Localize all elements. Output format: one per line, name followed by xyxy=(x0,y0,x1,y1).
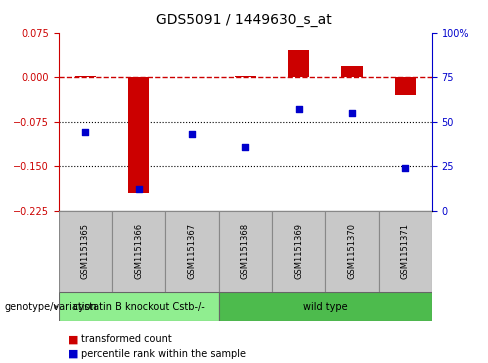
Text: GDS5091 / 1449630_s_at: GDS5091 / 1449630_s_at xyxy=(156,13,332,27)
Bar xyxy=(59,292,219,321)
Bar xyxy=(219,292,432,321)
Text: ■: ■ xyxy=(68,349,79,359)
Text: cystatin B knockout Cstb-/-: cystatin B knockout Cstb-/- xyxy=(73,302,204,312)
Text: ■: ■ xyxy=(68,334,79,344)
Point xyxy=(188,131,196,137)
Bar xyxy=(235,76,256,77)
Text: percentile rank within the sample: percentile rank within the sample xyxy=(81,349,245,359)
Text: GSM1151368: GSM1151368 xyxy=(241,223,250,280)
Text: transformed count: transformed count xyxy=(81,334,171,344)
Bar xyxy=(75,76,96,77)
Point xyxy=(241,144,249,150)
Bar xyxy=(325,211,379,292)
Text: genotype/variation: genotype/variation xyxy=(5,302,98,312)
Point xyxy=(81,129,89,135)
Text: GSM1151365: GSM1151365 xyxy=(81,223,90,280)
Bar xyxy=(112,211,165,292)
Text: GSM1151369: GSM1151369 xyxy=(294,223,303,280)
Point xyxy=(135,186,142,192)
Text: GSM1151371: GSM1151371 xyxy=(401,223,410,280)
Text: GSM1151367: GSM1151367 xyxy=(187,223,196,280)
Bar xyxy=(394,77,416,95)
Bar xyxy=(165,211,219,292)
Text: GSM1151366: GSM1151366 xyxy=(134,223,143,280)
Point xyxy=(295,106,303,112)
Bar xyxy=(272,211,325,292)
Text: GSM1151370: GSM1151370 xyxy=(347,223,356,280)
Bar xyxy=(341,66,363,77)
Point xyxy=(348,110,356,116)
Bar xyxy=(288,50,309,77)
Bar xyxy=(219,211,272,292)
Bar xyxy=(379,211,432,292)
Point xyxy=(401,165,409,171)
Text: wild type: wild type xyxy=(303,302,347,312)
Bar xyxy=(128,77,149,193)
Bar xyxy=(59,211,112,292)
